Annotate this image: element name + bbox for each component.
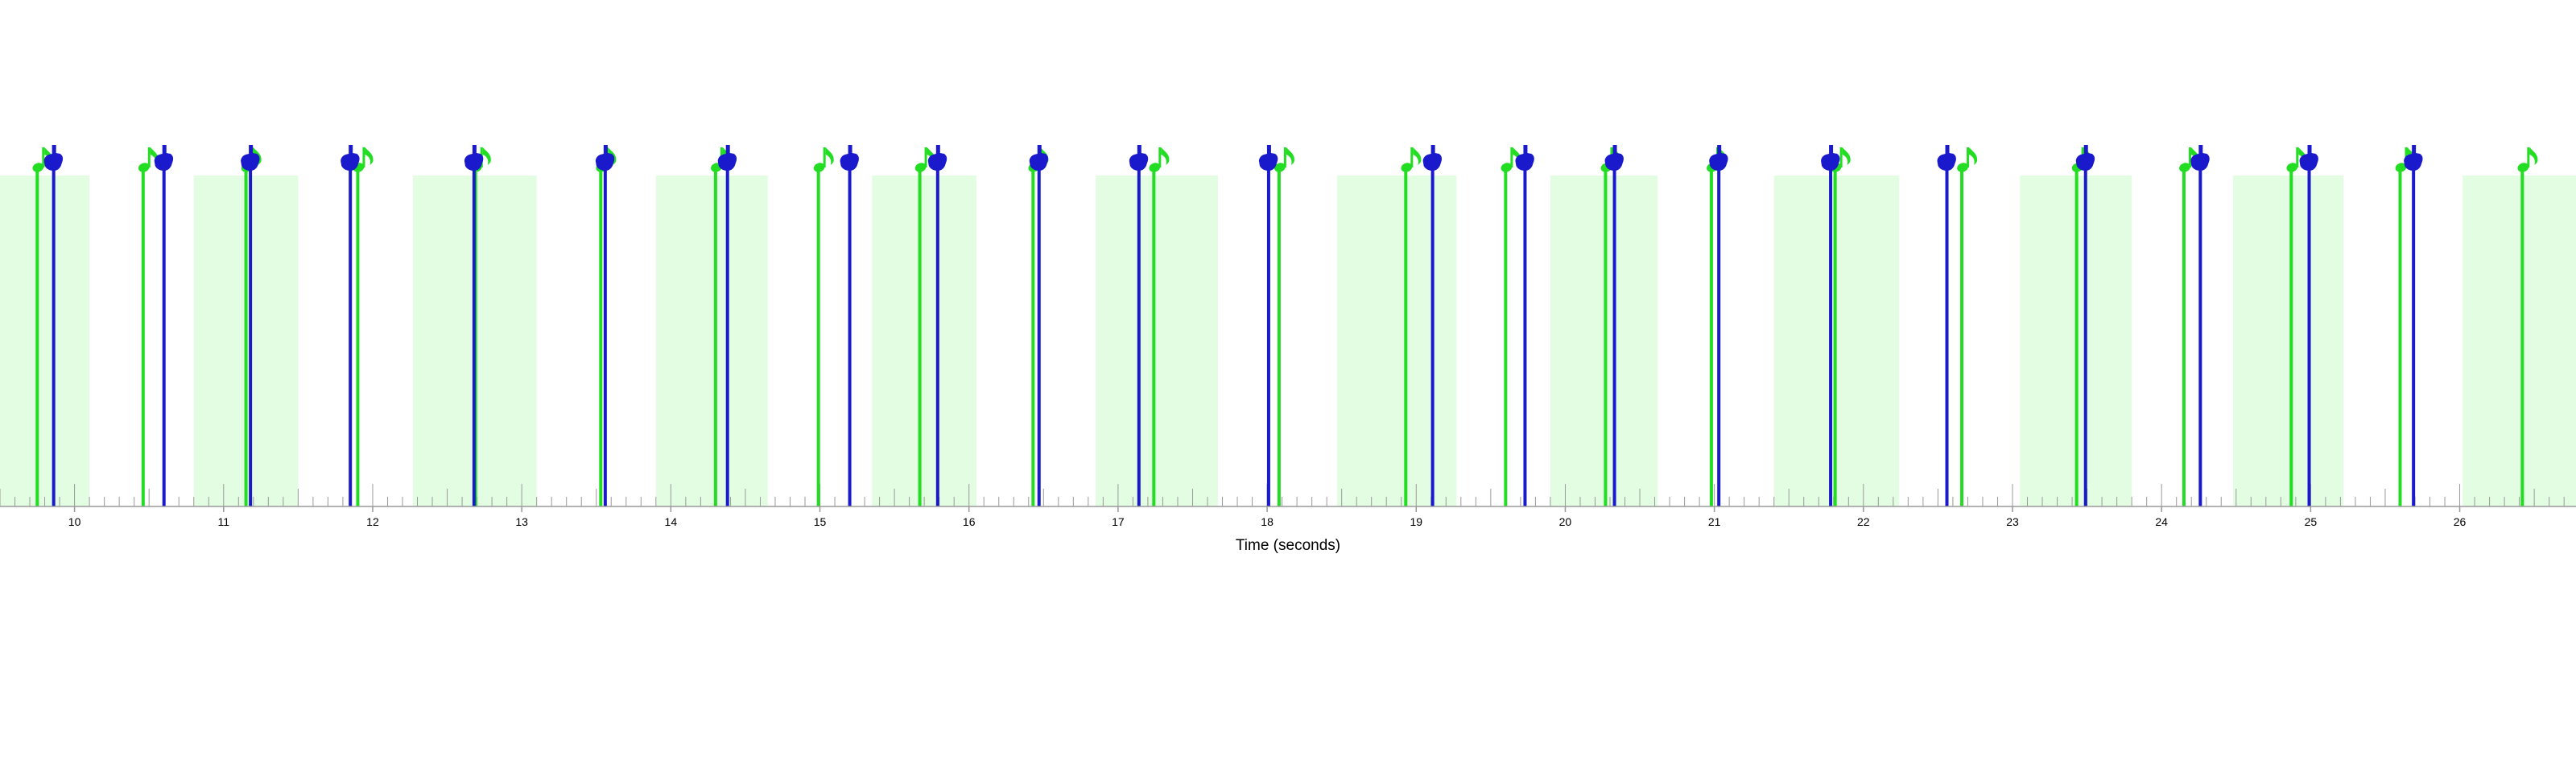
hand-tap-icon <box>43 145 64 171</box>
x-tick-label: 26 <box>2454 515 2467 528</box>
x-tick-label: 25 <box>2305 515 2318 528</box>
hand-tap-event-8 <box>927 145 947 506</box>
hand-tap-event-0 <box>43 145 64 506</box>
hand-tap-icon <box>1129 145 1149 171</box>
hand-tap-events <box>43 145 2423 506</box>
hand-tap-event-16 <box>1821 145 1840 506</box>
music-note-event-17 <box>1957 147 1978 506</box>
shaded-interval-5 <box>1096 176 1218 506</box>
hand-tap-event-10 <box>1129 145 1149 506</box>
music-note-event-1 <box>138 147 159 506</box>
music-note-event-15 <box>1707 147 1728 506</box>
music-note-event-22 <box>2517 147 2538 506</box>
hand-tap-event-3 <box>341 145 360 506</box>
shaded-interval-6 <box>1337 176 1457 506</box>
hand-tap-event-19 <box>2190 145 2210 506</box>
hand-tap-event-6 <box>717 145 737 506</box>
hand-tap-icon <box>1029 145 1049 171</box>
x-tick-label: 12 <box>366 515 379 528</box>
music-note-icon <box>2517 147 2538 172</box>
x-tick-label: 11 <box>218 515 230 528</box>
hand-tap-event-11 <box>1258 145 1278 506</box>
x-tick-label: 17 <box>1112 515 1125 528</box>
x-tick-label: 15 <box>814 515 827 528</box>
hand-tap-icon <box>154 145 174 171</box>
hand-tap-icon <box>1937 145 1956 171</box>
x-tick-label: 20 <box>1559 515 1572 528</box>
music-note-event-19 <box>2179 147 2200 506</box>
music-note-event-12 <box>1401 147 1422 506</box>
hand-tap-event-14 <box>1604 145 1624 506</box>
x-tick-label: 10 <box>68 515 81 528</box>
music-note-event-13 <box>1501 147 1521 506</box>
hand-tap-icon <box>1604 145 1624 171</box>
music-note-event-7 <box>813 147 834 506</box>
hand-tap-event-1 <box>154 145 174 506</box>
music-note-icon <box>813 147 834 172</box>
shaded-interval-3 <box>655 176 768 506</box>
music-note-icon <box>1149 147 1170 172</box>
hand-tap-icon <box>2190 145 2210 171</box>
hand-tap-event-13 <box>1515 145 1534 506</box>
hand-tap-event-17 <box>1937 145 1956 506</box>
hand-tap-event-12 <box>1422 145 1443 506</box>
music-note-events <box>32 147 2538 506</box>
hand-tap-event-4 <box>464 145 484 506</box>
x-tick-label: 13 <box>515 515 528 528</box>
music-note-icon <box>1957 147 1978 172</box>
shaded-interval-11 <box>2462 176 2576 506</box>
shaded-interval-0 <box>0 176 90 506</box>
shaded-interval-4 <box>872 176 976 506</box>
hand-tap-icon <box>1258 145 1278 171</box>
x-tick-label: 14 <box>665 515 678 528</box>
hand-tap-event-9 <box>1029 145 1049 506</box>
hand-tap-event-5 <box>595 145 615 506</box>
hand-tap-icon <box>595 145 615 171</box>
shaded-intervals <box>0 176 2576 506</box>
hand-tap-event-7 <box>840 145 859 506</box>
hand-tap-icon <box>2299 145 2318 171</box>
hand-tap-icon <box>1422 145 1443 171</box>
hand-tap-icon <box>341 145 360 171</box>
hand-tap-icon <box>717 145 737 171</box>
x-tick-label: 23 <box>2006 515 2019 528</box>
hand-tap-event-2 <box>241 145 260 506</box>
hand-tap-icon <box>2075 145 2095 171</box>
x-tick-label: 19 <box>1410 515 1422 528</box>
music-note-event-10 <box>1149 147 1170 506</box>
music-note-icon <box>1274 147 1294 172</box>
x-tick-label: 18 <box>1261 515 1274 528</box>
x-axis-ticks: 10 11 12 13 14 15 16 17 18 19 20 21 22 23 24 25 26 <box>68 506 2467 528</box>
hand-tap-icon <box>1515 145 1534 171</box>
hand-tap-icon <box>927 145 947 171</box>
hand-tap-icon <box>840 145 859 171</box>
music-note-icon <box>1401 147 1422 172</box>
hand-tap-icon <box>241 145 260 171</box>
hand-tap-event-15 <box>1709 145 1728 506</box>
hand-tap-event-20 <box>2299 145 2318 506</box>
hand-tap-icon <box>2404 145 2423 171</box>
hand-tap-event-18 <box>2075 145 2095 506</box>
hand-tap-icon <box>464 145 484 171</box>
x-tick-label: 16 <box>963 515 976 528</box>
x-tick-label: 21 <box>1708 515 1721 528</box>
music-note-event-11 <box>1274 147 1294 506</box>
minor-ticks <box>0 484 2565 506</box>
music-note-event-3 <box>353 147 374 506</box>
hand-tap-icon <box>1709 145 1728 171</box>
hand-tap-icon <box>1821 145 1840 171</box>
x-axis-label: Time (seconds) <box>1236 537 1340 554</box>
shaded-interval-10 <box>2233 176 2344 506</box>
hand-tap-event-21 <box>2404 145 2423 506</box>
x-tick-label: 24 <box>2155 515 2168 528</box>
x-tick-label: 22 <box>1857 515 1870 528</box>
